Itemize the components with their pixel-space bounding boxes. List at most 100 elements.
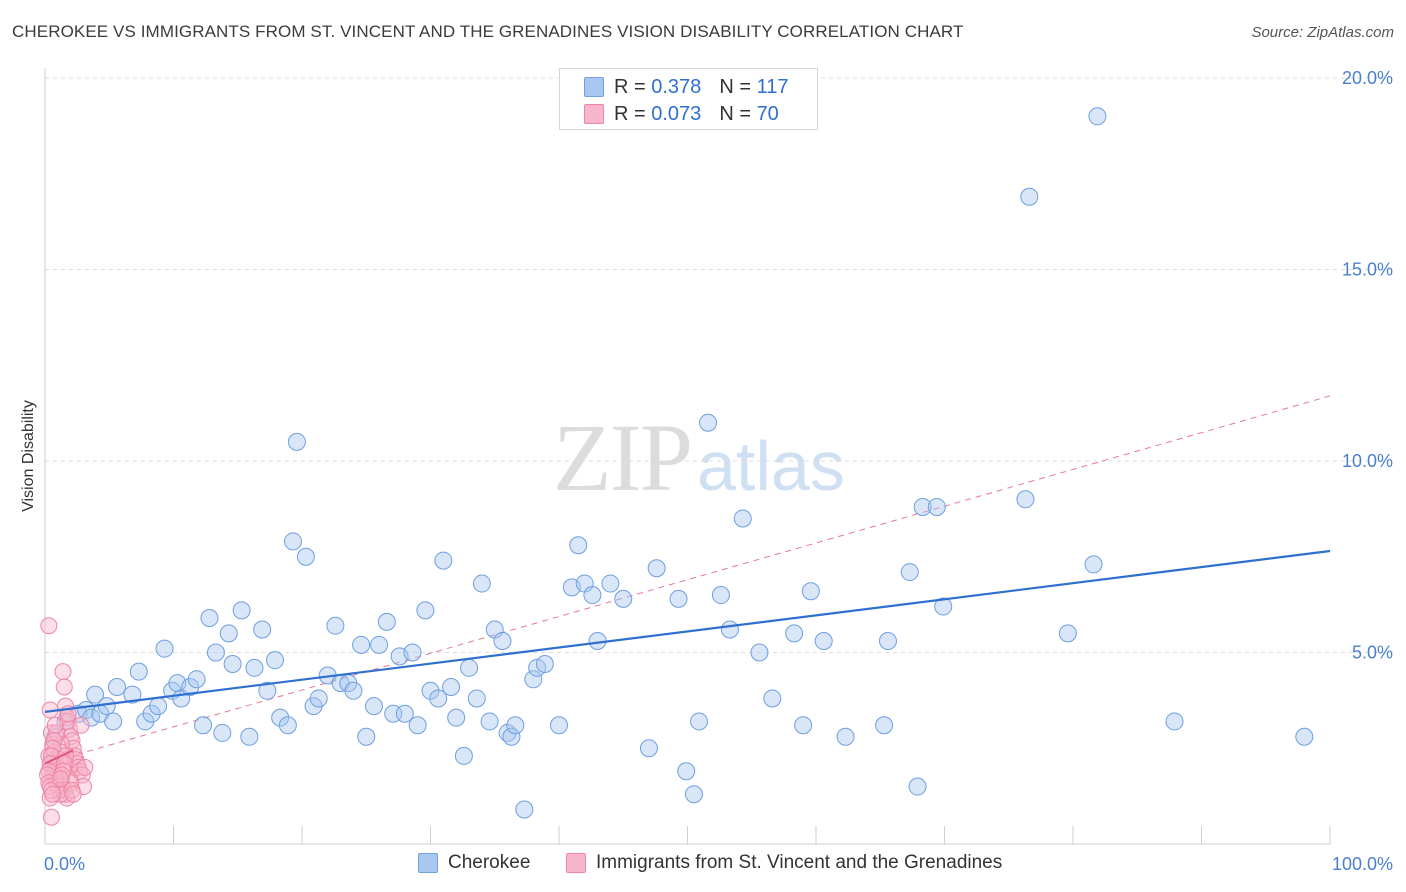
data-point-cherokee	[187, 670, 206, 689]
data-point-cherokee	[927, 497, 946, 516]
data-point-cherokee	[1295, 727, 1314, 746]
data-point-cherokee	[733, 509, 752, 528]
data-point-cherokee	[875, 716, 894, 735]
data-point-cherokee	[1058, 624, 1077, 643]
data-point-cherokee	[442, 677, 461, 696]
data-point-cherokee	[403, 643, 422, 662]
data-point-cherokee	[908, 777, 927, 796]
data-point-cherokee	[271, 708, 290, 727]
data-point-cherokee	[1020, 187, 1039, 206]
data-point-cherokee	[136, 712, 155, 731]
data-point-cherokee	[614, 589, 633, 608]
data-point-immigrants	[64, 785, 82, 803]
data-point-cherokee	[194, 716, 213, 735]
data-point-cherokee	[287, 432, 306, 451]
legend-n-label: N =	[719, 102, 751, 125]
data-point-cherokee	[296, 547, 315, 566]
data-point-cherokee	[326, 616, 345, 635]
data-point-cherokee	[266, 651, 285, 670]
y-tick-label: 20.0%	[1342, 68, 1393, 88]
data-point-cherokee	[429, 689, 448, 708]
data-point-cherokee	[240, 727, 259, 746]
series-label-immigrants: Immigrants from St. Vincent and the Gren…	[596, 852, 1003, 873]
data-point-cherokee	[472, 574, 491, 593]
series-swatch-cherokee	[418, 853, 438, 873]
data-point-immigrants	[51, 770, 69, 788]
legend-n-value: 70	[756, 102, 779, 125]
data-point-cherokee	[408, 716, 427, 735]
data-point-cherokee	[129, 662, 148, 681]
data-point-cherokee	[86, 685, 105, 704]
data-point-cherokee	[480, 712, 499, 731]
data-point-cherokee	[1016, 490, 1035, 509]
y-axis-label: Vision Disability	[20, 400, 37, 512]
series-legend-immigrants: Immigrants from St. Vincent and the Gren…	[566, 852, 1002, 874]
legend-n-label: N =	[719, 75, 751, 98]
data-point-cherokee	[1088, 107, 1107, 126]
data-point-cherokee	[535, 654, 554, 673]
x-tick-label: 100.0%	[1332, 854, 1393, 874]
data-point-cherokee	[155, 639, 174, 658]
data-point-cherokee	[801, 582, 820, 601]
data-point-cherokee	[524, 670, 543, 689]
data-point-cherokee	[278, 716, 297, 735]
series-label-cherokee: Cherokee	[448, 852, 531, 873]
data-point-cherokee	[370, 635, 389, 654]
data-point-cherokee	[416, 601, 435, 620]
y-tick-label: 15.0%	[1342, 260, 1393, 280]
data-point-cherokee	[181, 677, 200, 696]
trendline-immigrants	[44, 749, 74, 765]
data-point-cherokee	[97, 697, 116, 716]
legend-row-cherokee: R = 0.378 N = 117	[584, 75, 788, 99]
data-point-cherokee	[107, 677, 126, 696]
x-tick-label: 0.0%	[44, 854, 85, 874]
data-point-cherokee	[711, 586, 730, 605]
data-point-immigrants	[40, 617, 58, 635]
data-point-cherokee	[206, 643, 225, 662]
series-legend: Cherokee Immigrants from St. Vincent and…	[0, 852, 1406, 878]
data-point-cherokee	[434, 551, 453, 570]
data-point-cherokee	[785, 624, 804, 643]
legend-row-immigrants: R = 0.073 N = 70	[584, 102, 779, 126]
data-point-cherokee	[601, 574, 620, 593]
data-point-cherokee	[219, 624, 238, 643]
chart-title: CHEROKEE VS IMMIGRANTS FROM ST. VINCENT …	[12, 22, 964, 41]
y-tick-label: 10.0%	[1342, 451, 1393, 471]
data-point-cherokee	[364, 697, 383, 716]
data-point-cherokee	[253, 620, 272, 639]
data-point-cherokee	[200, 609, 219, 628]
data-point-immigrants	[76, 758, 94, 776]
data-point-cherokee	[421, 681, 440, 700]
data-point-cherokee	[123, 685, 142, 704]
legend-r-label: R =	[614, 102, 646, 125]
data-point-cherokee	[814, 632, 833, 651]
data-point-cherokee	[357, 727, 376, 746]
data-point-cherokee	[878, 632, 897, 651]
data-point-cherokee	[447, 708, 466, 727]
data-point-cherokee	[245, 658, 264, 677]
data-point-cherokee	[502, 727, 521, 746]
data-point-cherokee	[669, 589, 688, 608]
data-point-cherokee	[460, 658, 479, 677]
data-point-cherokee	[569, 536, 588, 555]
data-point-cherokee	[684, 785, 703, 804]
data-point-cherokee	[309, 689, 328, 708]
data-point-cherokee	[506, 716, 525, 735]
legend-n-value: 117	[756, 75, 789, 98]
data-point-cherokee	[583, 586, 602, 605]
data-point-cherokee	[454, 746, 473, 765]
data-point-immigrants	[54, 663, 72, 681]
data-point-cherokee	[794, 716, 813, 735]
data-point-immigrants	[46, 716, 64, 734]
data-point-cherokee	[284, 532, 303, 551]
data-point-cherokee	[344, 681, 363, 700]
data-point-cherokee	[377, 612, 396, 631]
legend-r-label: R =	[614, 75, 646, 98]
data-point-cherokee	[900, 563, 919, 582]
data-point-cherokee	[223, 654, 242, 673]
data-point-cherokee	[677, 762, 696, 781]
data-point-cherokee	[913, 497, 932, 516]
data-point-cherokee	[258, 681, 277, 700]
trendline-immigrants-dashed	[44, 395, 1331, 765]
data-point-cherokee	[690, 712, 709, 731]
